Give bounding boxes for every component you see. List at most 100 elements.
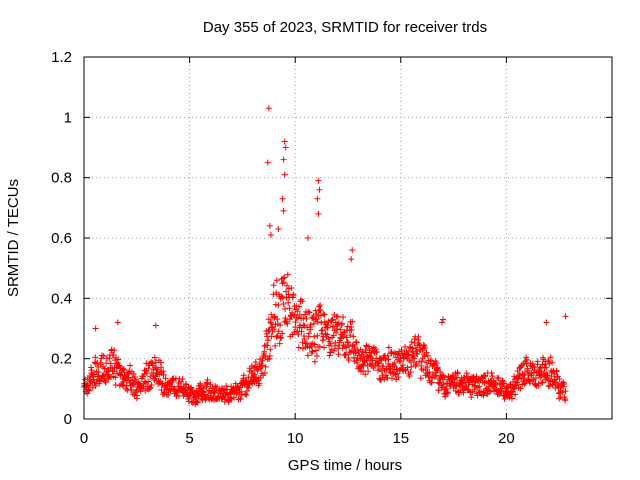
data-point: [267, 231, 274, 238]
data-point: [88, 364, 95, 371]
data-point: [100, 353, 107, 360]
data-point: [509, 395, 516, 402]
data-point: [132, 374, 139, 381]
data-point: [299, 345, 306, 352]
data-point: [292, 319, 299, 326]
data-point: [353, 339, 360, 346]
data-point: [356, 364, 363, 371]
data-point: [256, 380, 263, 387]
data-point: [325, 318, 332, 325]
data-point: [269, 328, 276, 335]
data-point: [264, 159, 271, 166]
data-point: [194, 399, 201, 406]
data-point: [274, 316, 281, 323]
data-point: [405, 348, 412, 355]
data-point: [186, 392, 193, 399]
data-point: [353, 338, 360, 345]
data-point: [230, 394, 237, 401]
data-point: [383, 372, 390, 379]
data-point: [294, 308, 301, 315]
data-point: [309, 348, 316, 355]
data-point: [92, 325, 99, 332]
data-point: [148, 381, 155, 388]
data-point: [526, 379, 533, 386]
data-point: [411, 355, 418, 362]
data-point: [321, 318, 328, 325]
data-point: [343, 334, 350, 341]
data-point: [266, 222, 273, 229]
data-point: [398, 347, 405, 354]
data-point: [290, 291, 297, 298]
data-point: [284, 320, 291, 327]
data-point: [377, 356, 384, 363]
data-point: [284, 282, 291, 289]
data-point: [275, 328, 282, 335]
data-point: [385, 356, 392, 363]
data-point: [562, 388, 569, 395]
data-point: [380, 363, 387, 370]
data-point: [321, 344, 328, 351]
data-point: [329, 316, 336, 323]
x-tick-label: 0: [80, 430, 88, 447]
data-point: [304, 352, 311, 359]
data-point: [285, 299, 292, 306]
data-point: [278, 293, 285, 300]
data-point: [334, 313, 341, 320]
data-point: [301, 335, 308, 342]
data-point: [277, 322, 284, 329]
data-point: [373, 349, 380, 356]
data-point: [146, 385, 153, 392]
data-point: [288, 285, 295, 292]
data-point: [130, 370, 137, 377]
data-point: [408, 339, 415, 346]
data-point: [325, 335, 332, 342]
data-point: [433, 360, 440, 367]
data-point: [463, 383, 470, 390]
data-point: [523, 356, 530, 363]
data-point: [488, 369, 495, 376]
data-point: [442, 393, 449, 400]
data-point: [489, 373, 496, 380]
data-point: [314, 353, 321, 360]
data-point: [273, 277, 280, 284]
data-point: [500, 380, 507, 387]
data-point: [319, 327, 326, 334]
data-point: [327, 349, 334, 356]
data-point: [553, 379, 560, 386]
data-point: [547, 354, 554, 361]
data-point: [246, 381, 253, 388]
data-point: [101, 377, 108, 384]
data-point: [120, 365, 127, 372]
data-point: [417, 375, 424, 382]
data-point: [88, 367, 95, 374]
data-point: [474, 384, 481, 391]
data-point: [105, 375, 112, 382]
data-point: [314, 332, 321, 339]
data-point: [86, 387, 93, 394]
data-point: [324, 331, 331, 338]
data-point: [112, 374, 119, 381]
data-point: [436, 379, 443, 386]
data-point: [112, 381, 119, 388]
data-point: [280, 300, 287, 307]
data-point: [500, 380, 507, 387]
data-point: [343, 344, 350, 351]
data-point: [426, 369, 433, 376]
data-point: [207, 381, 214, 388]
data-point: [102, 379, 109, 386]
data-point: [397, 358, 404, 365]
data-point: [327, 340, 334, 347]
data-point: [303, 315, 310, 322]
data-point: [270, 291, 277, 298]
data-point: [137, 388, 144, 395]
data-point: [286, 305, 293, 312]
data-point: [480, 392, 487, 399]
data-point: [535, 380, 542, 387]
data-point: [487, 387, 494, 394]
data-point: [307, 321, 314, 328]
data-point: [345, 356, 352, 363]
data-point: [372, 346, 379, 353]
data-point: [281, 274, 288, 281]
data-point: [300, 315, 307, 322]
x-tick-label: 5: [185, 430, 193, 447]
